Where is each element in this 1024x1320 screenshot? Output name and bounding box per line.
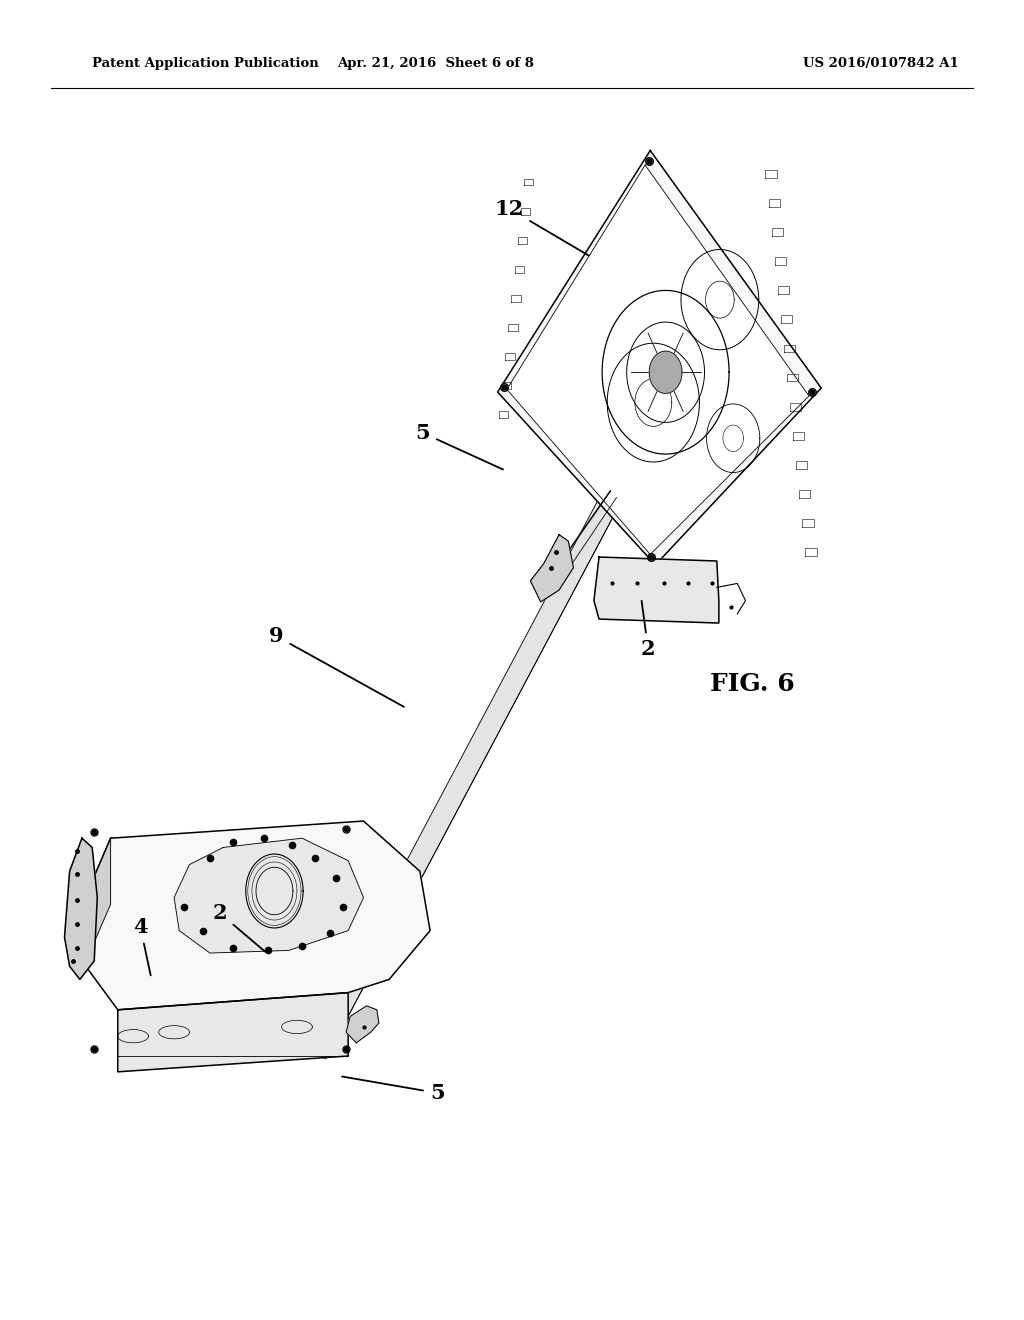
Polygon shape	[498, 150, 821, 565]
Polygon shape	[649, 351, 682, 393]
Polygon shape	[507, 165, 809, 554]
Polygon shape	[118, 993, 348, 1072]
Text: Patent Application Publication: Patent Application Publication	[92, 57, 318, 70]
Polygon shape	[305, 492, 623, 1059]
Text: US 2016/0107842 A1: US 2016/0107842 A1	[803, 57, 958, 70]
Text: 5: 5	[416, 422, 503, 470]
Polygon shape	[65, 838, 97, 979]
Text: 5: 5	[342, 1077, 444, 1104]
Polygon shape	[80, 838, 111, 964]
Text: 9: 9	[269, 626, 403, 706]
Text: 2: 2	[641, 601, 655, 660]
Polygon shape	[346, 1006, 379, 1043]
Text: FIG. 6: FIG. 6	[711, 672, 795, 696]
Polygon shape	[82, 821, 430, 1010]
Text: Apr. 21, 2016  Sheet 6 of 8: Apr. 21, 2016 Sheet 6 of 8	[337, 57, 534, 70]
Polygon shape	[594, 557, 719, 623]
Polygon shape	[246, 854, 303, 928]
Text: 4: 4	[133, 916, 151, 975]
Polygon shape	[174, 838, 364, 953]
Polygon shape	[530, 535, 573, 602]
Text: 2: 2	[213, 903, 265, 952]
Text: 12: 12	[495, 198, 588, 255]
